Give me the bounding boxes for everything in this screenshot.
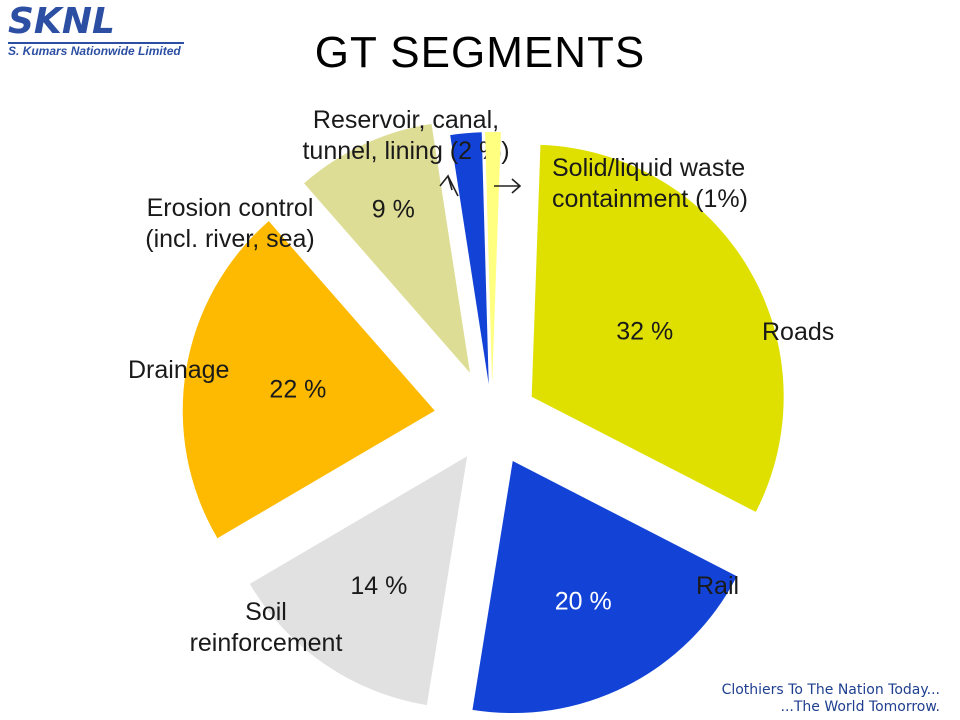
slice-value-label: 14 % [350, 572, 407, 600]
slice-category-label: Soil reinforcement [190, 598, 343, 657]
pie-slice [485, 132, 501, 385]
pie-slice [531, 144, 784, 512]
slice-category-label: Drainage [128, 356, 229, 384]
slice-category-label: Erosion control (incl. river, sea) [145, 194, 314, 253]
tagline-line-1: Clothiers To The Nation Today... [721, 682, 940, 698]
slide-title: GT SEGMENTS [314, 28, 646, 77]
pie-slice [304, 123, 471, 373]
pie-slice [182, 221, 435, 539]
slice-value-label: 9 % [372, 195, 415, 223]
logo-rule [8, 42, 184, 44]
company-logo: SKNL S. Kumars Nationwide Limited [8, 2, 184, 58]
slice-category-label: Rail [696, 572, 739, 600]
slice-category-label: Roads [762, 318, 834, 346]
slice-value-label: 32 % [616, 317, 673, 345]
pie-slice [450, 132, 489, 385]
slice-value-label: 20 % [555, 588, 612, 616]
tagline: Clothiers To The Nation Today... ...The … [722, 682, 940, 716]
logo-subtitle: S. Kumars Nationwide Limited [8, 44, 181, 58]
pie-slice [249, 456, 468, 706]
logo-wordmark: SKNL [8, 1, 115, 42]
slice-category-label: Reservoir, canal, tunnel, lining (2 %) [302, 106, 509, 165]
tagline-line-2: ...The World Tomorrow. [780, 699, 941, 715]
leader-arrow [439, 174, 459, 197]
leader-arrow [494, 178, 522, 194]
pie-slice [472, 461, 737, 714]
slice-category-label: Solid/liquid waste containment (1%) [552, 154, 748, 213]
slice-value-label: 22 % [269, 376, 326, 404]
